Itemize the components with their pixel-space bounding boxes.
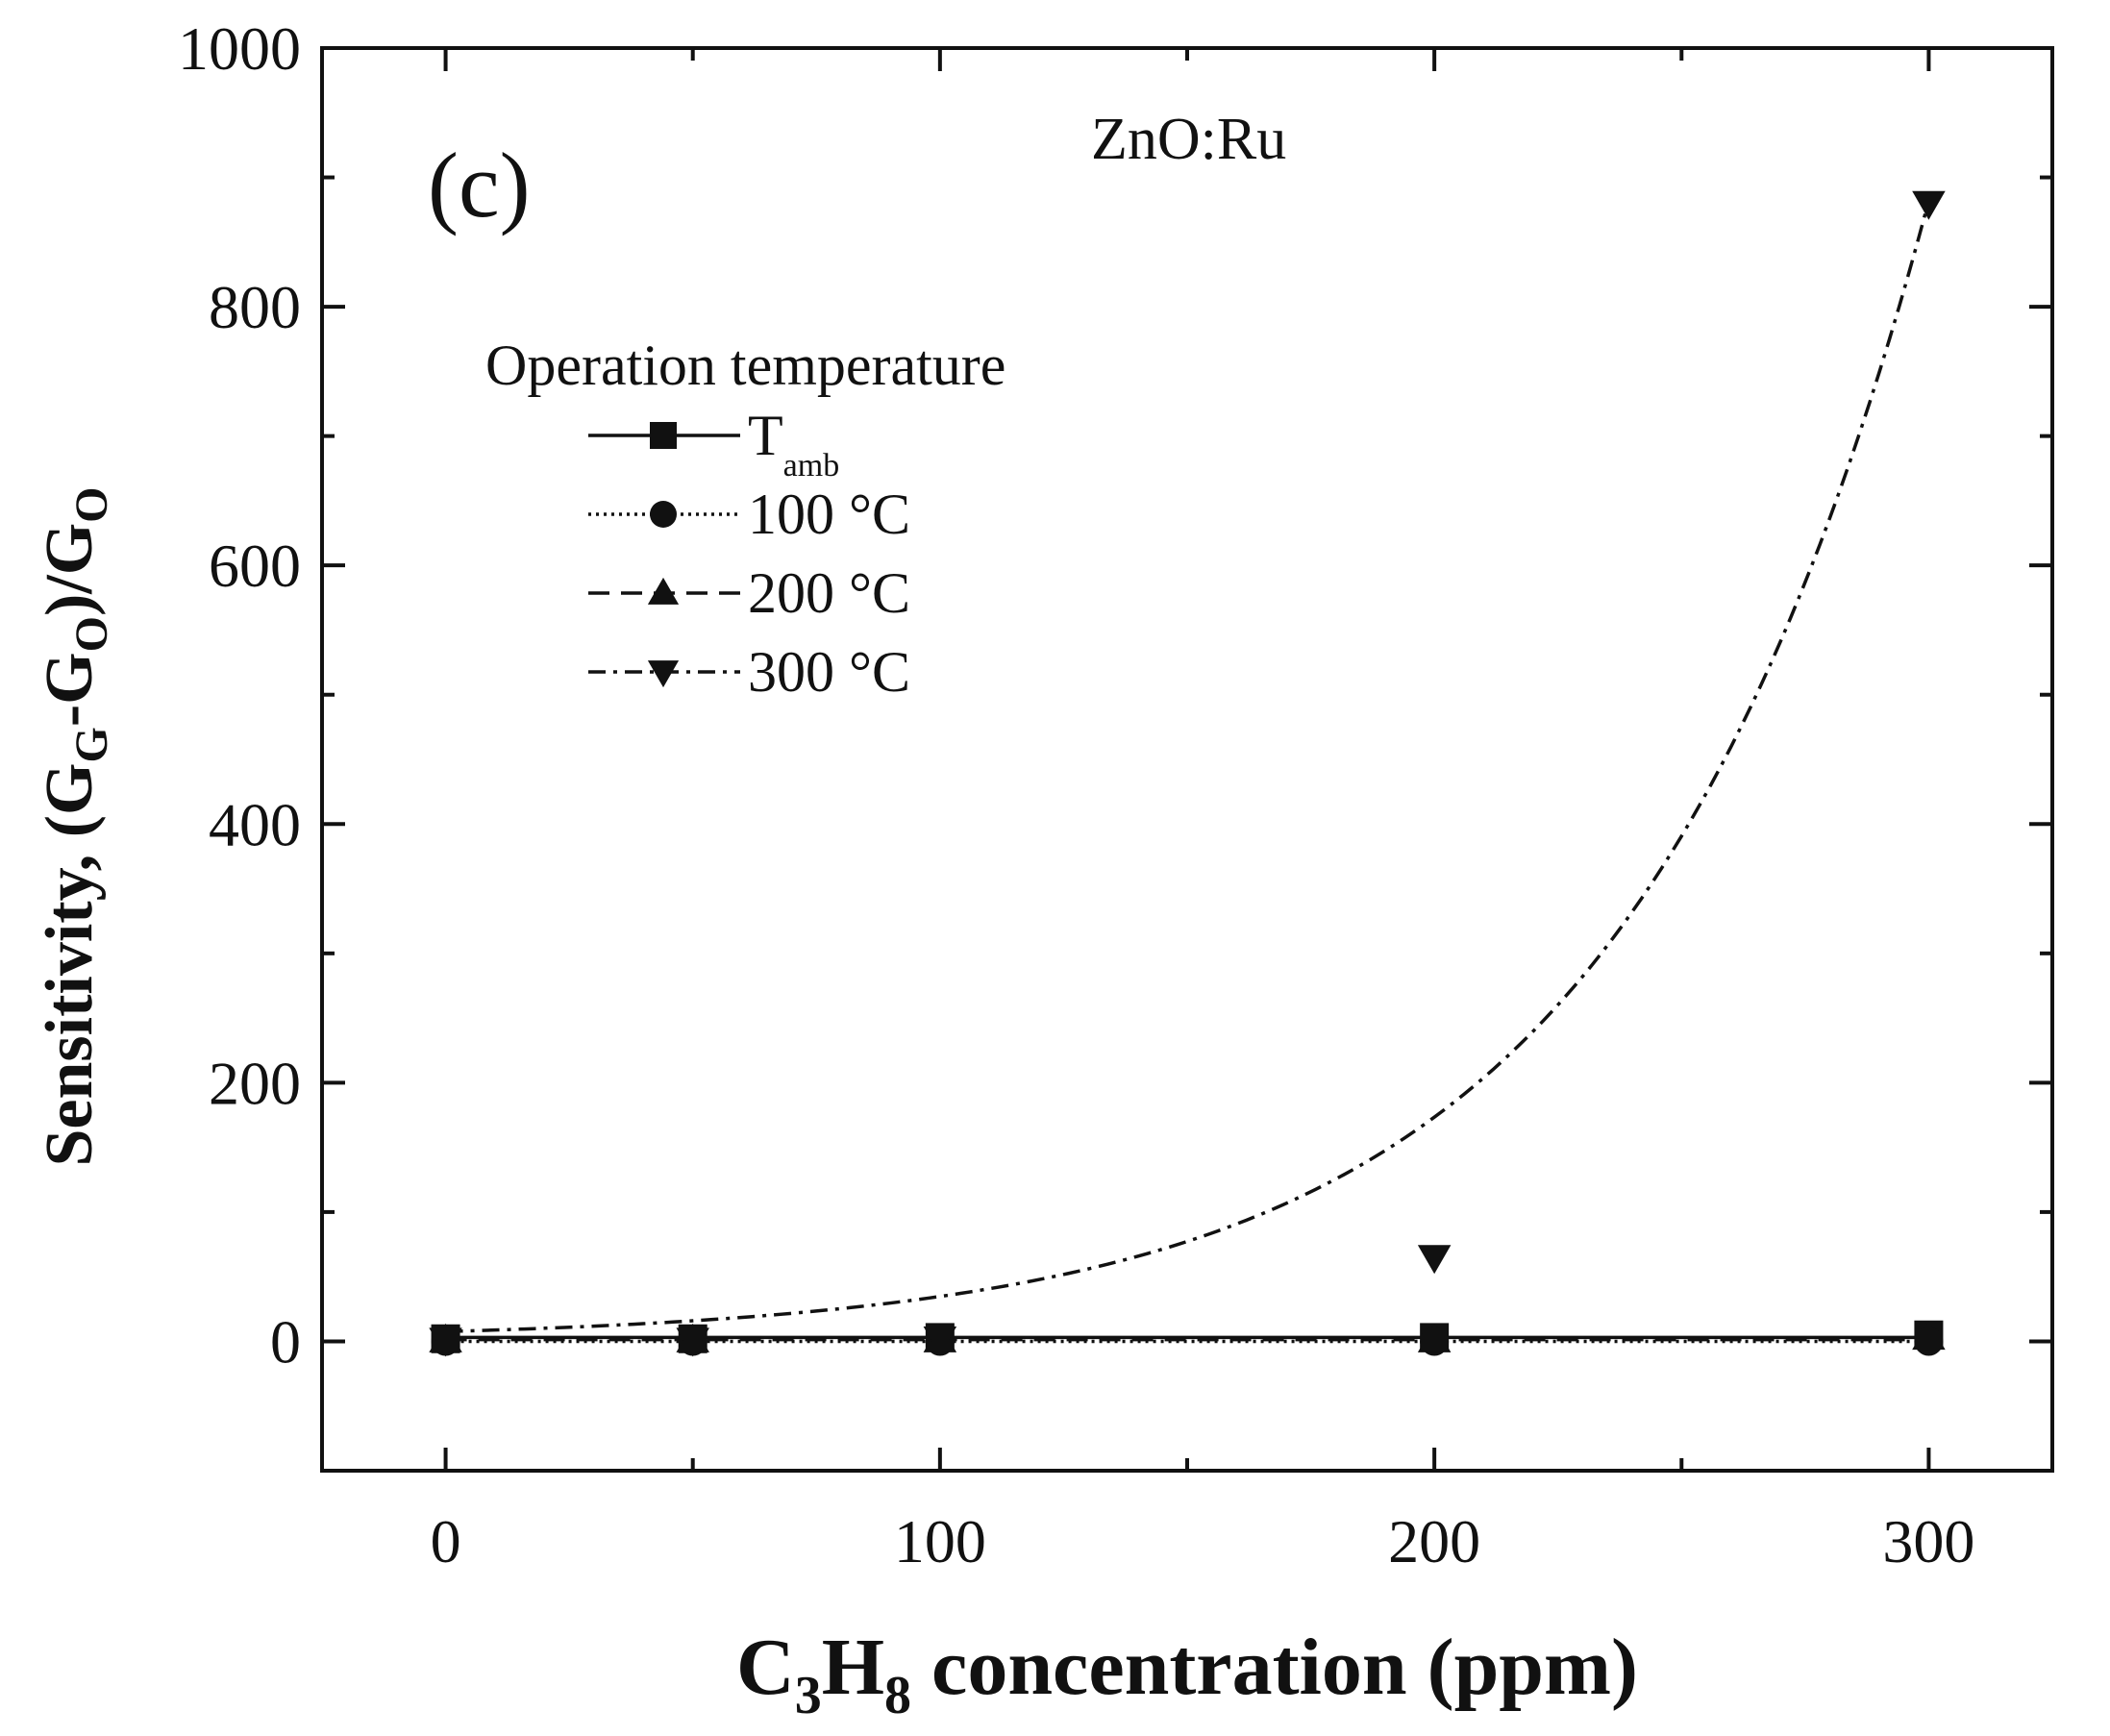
- y-title-mid2: )/G: [33, 523, 107, 616]
- legend-marker-0: [650, 422, 677, 449]
- y-title-sub-o: O: [66, 616, 117, 652]
- y-tick-label: 0: [270, 1307, 301, 1376]
- legend-label-2: 200 °C: [748, 561, 910, 625]
- y-title-sub-g: G: [66, 727, 117, 762]
- x-title-c: C: [736, 1623, 795, 1712]
- x-tick-label: 100: [894, 1507, 986, 1575]
- legend-marker-3: [647, 660, 680, 688]
- x-tick-label: 300: [1882, 1507, 1974, 1575]
- data-point-series-3: [429, 1327, 462, 1357]
- x-axis-title: C3H8 concentration (ppm): [736, 1623, 1638, 1725]
- series-line-3: [445, 200, 1931, 1333]
- legend-marker-1: [650, 501, 677, 528]
- legend-title: Operation temperature: [485, 334, 1005, 397]
- y-title-mid: -G: [33, 652, 107, 727]
- y-tick-label: 600: [209, 532, 301, 600]
- y-tick-label: 400: [209, 790, 301, 858]
- legend-label-0: Tamb: [748, 404, 839, 484]
- x-title-sub-3: 3: [795, 1666, 822, 1725]
- x-title-h: H: [822, 1623, 884, 1712]
- data-point-series-2: [1912, 1321, 1946, 1351]
- y-tick-label: 200: [209, 1049, 301, 1117]
- x-title-rest: concentration (ppm): [911, 1623, 1638, 1712]
- y-axis-title: Sensitivity, (GG-GO)/GO: [33, 486, 117, 1166]
- data-point-series-3: [1912, 190, 1946, 220]
- data-point-series-3: [923, 1327, 957, 1356]
- series-markers: [429, 190, 1946, 1357]
- y-tick-label: 1000: [178, 14, 301, 83]
- x-title-sub-8: 8: [884, 1666, 911, 1725]
- y-title-prefix: Sensitivity, (G: [33, 762, 107, 1166]
- axis-ticks: 0 100 200 300 0 200 400 600 800 1000: [178, 14, 2052, 1575]
- data-point-series-3: [1417, 1245, 1452, 1275]
- x-tick-label: 200: [1388, 1507, 1480, 1575]
- legend-label-1: 100 °C: [748, 483, 910, 546]
- legend-marker-2: [647, 577, 680, 605]
- plot-frame: [320, 46, 2054, 1473]
- x-tick-label: 0: [431, 1507, 461, 1575]
- panel-label: (c): [428, 134, 531, 236]
- y-tick-label: 800: [209, 273, 301, 341]
- data-point-series-3: [676, 1327, 709, 1357]
- y-title-sub-o2: O: [66, 486, 117, 522]
- material-annotation: ZnO:Ru: [1091, 107, 1286, 172]
- data-point-series-2: [1417, 1323, 1452, 1352]
- legend-label-3: 300 °C: [748, 640, 910, 704]
